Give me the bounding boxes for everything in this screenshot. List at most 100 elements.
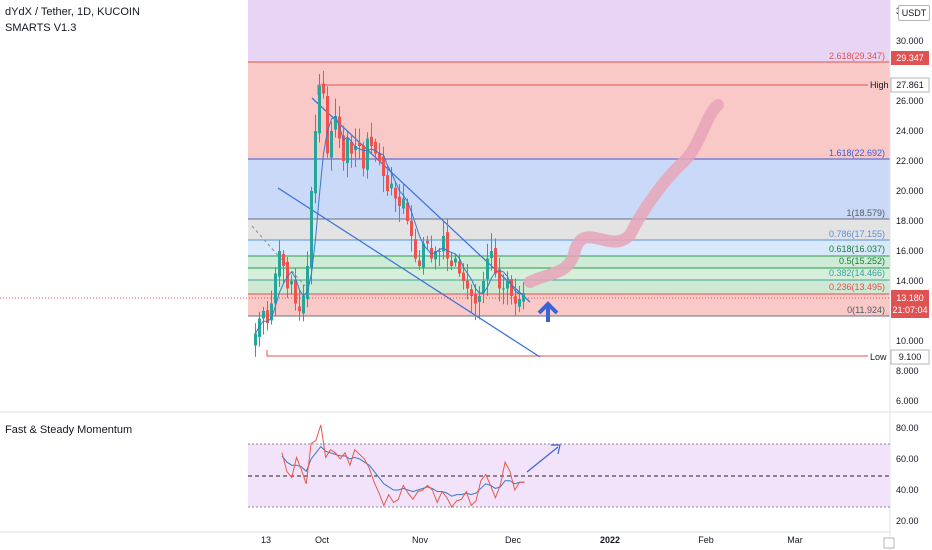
gray-zone bbox=[248, 219, 890, 240]
candle-body bbox=[394, 187, 397, 199]
candle-body bbox=[430, 247, 433, 259]
candle-body bbox=[354, 146, 357, 151]
candle-body bbox=[482, 281, 485, 293]
time-label: Feb bbox=[698, 535, 714, 545]
time-label: Dec bbox=[505, 535, 522, 545]
candle-body bbox=[454, 258, 457, 263]
fib-label: 0.618(16.037) bbox=[829, 244, 885, 254]
candle-body bbox=[350, 141, 353, 154]
candle-body bbox=[282, 253, 285, 266]
candle-body bbox=[274, 273, 277, 304]
fib-badge-value: 29.347 bbox=[896, 53, 924, 63]
green-zone-2 bbox=[248, 268, 890, 280]
osc-tick: 40.00 bbox=[896, 485, 919, 495]
price-tick: 20.000 bbox=[896, 186, 924, 196]
candle-body bbox=[302, 296, 305, 314]
candles bbox=[254, 70, 525, 357]
candle-body bbox=[458, 261, 461, 274]
osc-slow-line bbox=[281, 445, 525, 497]
candle-body bbox=[286, 261, 289, 289]
candle-body bbox=[510, 279, 513, 296]
up-arrow-icon bbox=[537, 301, 559, 322]
candle-body bbox=[262, 311, 265, 319]
candle-body bbox=[422, 243, 425, 268]
candle-body bbox=[502, 288, 505, 290]
time-label: Nov bbox=[412, 535, 429, 545]
time-label: 13 bbox=[261, 535, 271, 545]
high-badge-value: 27.861 bbox=[896, 80, 924, 90]
candle-body bbox=[414, 239, 417, 259]
candle-body bbox=[466, 280, 469, 289]
lower-trendline bbox=[277, 187, 541, 358]
candle-body bbox=[386, 175, 389, 191]
candle-body bbox=[450, 260, 453, 266]
candle-body bbox=[310, 191, 313, 268]
fib-badge bbox=[891, 51, 929, 65]
candle-body bbox=[266, 310, 269, 323]
blue-zone bbox=[248, 159, 890, 219]
candle-body bbox=[342, 135, 345, 161]
candle-body bbox=[498, 269, 501, 289]
moving-average-line bbox=[255, 115, 524, 334]
osc-tick: 20.00 bbox=[896, 516, 919, 526]
projection-path bbox=[524, 99, 724, 288]
red-zone-low bbox=[248, 294, 890, 316]
time-label: 2022 bbox=[600, 535, 620, 545]
low-badge-value: 9.100 bbox=[899, 352, 922, 362]
pair-title[interactable]: dYdX / Tether, 1D, KUCOIN bbox=[5, 6, 140, 18]
candle-body bbox=[462, 272, 465, 281]
candle-body bbox=[442, 236, 445, 252]
osc-arrow-icon bbox=[526, 444, 561, 473]
candle-body bbox=[258, 318, 261, 337]
candle-body bbox=[418, 260, 421, 266]
osc-fast-line bbox=[281, 424, 525, 508]
candle-body bbox=[378, 152, 381, 161]
candle-body bbox=[346, 138, 349, 164]
upper-trendline bbox=[311, 97, 531, 303]
candle-body bbox=[438, 251, 441, 252]
price-tick: 30.000 bbox=[896, 36, 924, 46]
oscillator-label[interactable]: Fast & Steady Momentum bbox=[5, 424, 133, 436]
price-tick: 16.000 bbox=[896, 246, 924, 256]
last-price-value: 13.180 bbox=[896, 293, 924, 303]
candle-body bbox=[426, 240, 429, 244]
candle-body bbox=[398, 196, 401, 206]
price-tick: 24.000 bbox=[896, 126, 924, 136]
candle-body bbox=[294, 280, 297, 304]
oscillator-axis: 80.00 60.00 40.00 20.00 bbox=[896, 423, 919, 526]
candle-body bbox=[314, 131, 317, 194]
indicator-label[interactable]: SMARTS V1.3 bbox=[5, 22, 77, 34]
fib-labels: 2.618(29.347) 1.618(22.692) 1(18.579) 0.… bbox=[829, 51, 885, 315]
candle-body bbox=[322, 83, 325, 94]
candle-body bbox=[490, 251, 493, 259]
candle-body bbox=[326, 95, 329, 154]
currency-button[interactable]: USDT bbox=[898, 5, 930, 21]
price-tick: 10.000 bbox=[896, 336, 924, 346]
candle-body bbox=[306, 266, 309, 300]
candle-body bbox=[278, 251, 281, 277]
candle-body bbox=[330, 131, 333, 158]
candle-body bbox=[514, 296, 517, 304]
osc-tick: 60.00 bbox=[896, 454, 919, 464]
low-badge bbox=[890, 349, 930, 365]
candle-body bbox=[434, 251, 437, 260]
candle-body bbox=[522, 293, 525, 302]
dashed-trendline bbox=[251, 225, 306, 287]
lightblue-zone bbox=[248, 240, 890, 256]
scale-settings-button[interactable] bbox=[883, 537, 895, 549]
fib-label: 1(18.579) bbox=[846, 208, 885, 218]
price-tick: 8.000 bbox=[896, 366, 919, 376]
candle-body bbox=[486, 258, 489, 280]
price-tick: 26.000 bbox=[896, 96, 924, 106]
candle-body bbox=[494, 248, 497, 274]
candle-body bbox=[370, 136, 373, 146]
candle-body bbox=[382, 156, 385, 176]
candle-body bbox=[478, 296, 481, 302]
candle-body bbox=[402, 198, 405, 209]
low-label: Low bbox=[870, 352, 887, 362]
fib-label: 1.618(22.692) bbox=[829, 148, 885, 158]
time-axis: 13 Oct Nov Dec 2022 Feb Mar bbox=[261, 535, 803, 545]
fib-label: 2.618(29.347) bbox=[829, 51, 885, 61]
trendlines bbox=[251, 97, 541, 358]
